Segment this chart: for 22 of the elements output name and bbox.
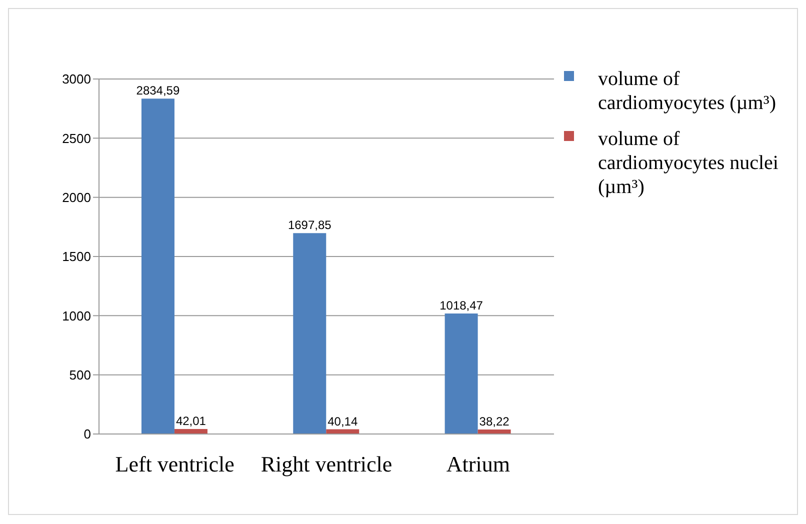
y-tick-label: 0 <box>84 426 91 442</box>
data-label: 2834,59 <box>136 84 180 98</box>
data-label: 38,22 <box>479 414 510 428</box>
bar <box>444 313 478 434</box>
bar <box>174 429 208 434</box>
y-tick-label: 500 <box>69 367 91 382</box>
x-tick-label: Atrium <box>446 452 510 477</box>
x-tick-label: Right ventricle <box>260 452 392 477</box>
data-label: 1697,85 <box>288 218 332 232</box>
data-label: 40,14 <box>328 414 358 428</box>
data-label: 42,01 <box>176 414 206 428</box>
legend-label: volume of cardiomyocytes nuclei (µm³) <box>598 127 780 199</box>
bar <box>293 233 326 434</box>
bar <box>141 98 174 434</box>
legend-label: volume of cardiomyocytes (µm³) <box>598 67 778 115</box>
x-tick-label: Left ventricle <box>115 452 234 477</box>
y-tick-label: 2000 <box>62 190 91 205</box>
y-tick-label: 3000 <box>62 72 91 87</box>
y-tick-label: 1500 <box>62 249 91 264</box>
data-label: 1018,47 <box>440 298 484 312</box>
y-tick-label: 2500 <box>62 130 91 146</box>
y-tick-label: 1000 <box>62 308 91 324</box>
